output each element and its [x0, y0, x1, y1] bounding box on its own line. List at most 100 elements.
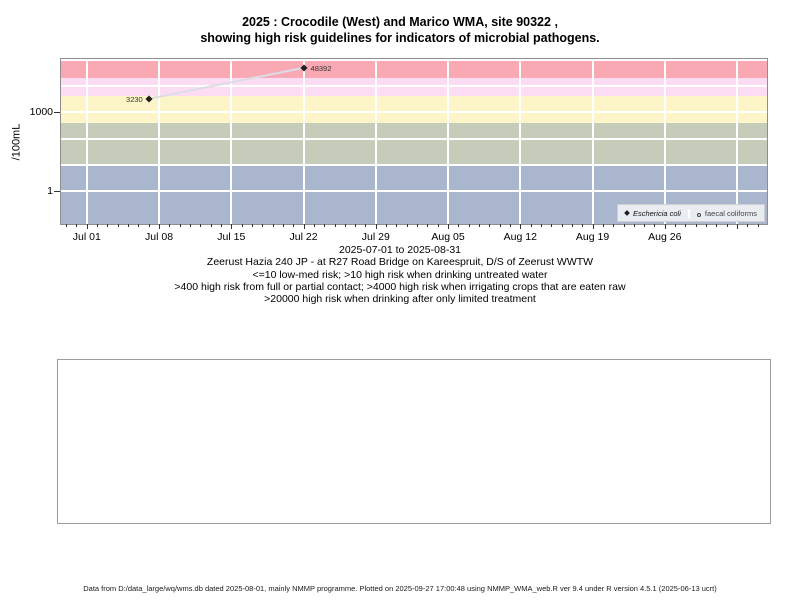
x-minor-tick [169, 224, 171, 227]
series-line [148, 66, 304, 100]
x-minor-tick [251, 224, 253, 227]
x-minor-tick [602, 224, 604, 227]
x-minor-tick [272, 224, 274, 227]
y-gridline [61, 190, 767, 193]
x-minor-tick [200, 224, 202, 227]
y-axis-label-text: /100mL [10, 123, 23, 160]
x-tick-label: Jul 01 [72, 231, 101, 243]
x-tick-label: Aug 26 [648, 231, 682, 243]
x-minor-tick [706, 224, 708, 227]
x-minor-tick [675, 224, 677, 227]
x-minor-tick [458, 224, 460, 227]
x-minor-tick [107, 224, 109, 227]
x-minor-tick [571, 224, 573, 227]
x-gridline [591, 59, 594, 224]
x-tick [375, 224, 377, 229]
legend-label-ecoli: Eschericia coli [632, 208, 681, 218]
y-tick [54, 112, 60, 114]
x-minor-tick [190, 224, 192, 227]
x-minor-tick [334, 224, 336, 227]
risk-band [61, 96, 767, 123]
x-minor-tick [685, 224, 687, 227]
x-minor-tick [344, 224, 346, 227]
x-tick-label: Jul 29 [361, 231, 390, 243]
x-minor-tick [262, 224, 264, 227]
x-minor-tick [479, 224, 481, 227]
x-minor-tick [644, 224, 646, 227]
y-tick-label: 1000 [29, 106, 53, 119]
x-minor-tick [241, 224, 243, 227]
x-minor-tick [324, 224, 326, 227]
x-minor-tick [396, 224, 398, 227]
x-tick [592, 224, 594, 229]
x-minor-tick [117, 224, 119, 227]
guideline-text-3: >20000 high risk when drinking after onl… [264, 293, 536, 305]
x-gridline [230, 59, 233, 224]
x-minor-tick [138, 224, 140, 227]
x-tick-label: Aug 12 [503, 231, 537, 243]
x-minor-tick [540, 224, 542, 227]
y-axis-label: /100mL [8, 58, 24, 225]
x-minor-tick [417, 224, 419, 227]
guideline-text-1: <=10 low-med risk; >10 high risk when dr… [252, 269, 548, 281]
x-minor-tick [179, 224, 181, 227]
x-tick [448, 224, 450, 229]
x-minor-tick [695, 224, 697, 227]
x-minor-tick [365, 224, 367, 227]
x-minor-tick [210, 224, 212, 227]
x-gridline [374, 59, 377, 224]
guideline-text-2: >400 high risk from full or partial cont… [174, 281, 626, 293]
x-minor-tick [499, 224, 501, 227]
footer-provenance: Data from D:/data_large/wq/wms.db dated … [83, 584, 717, 593]
legend-entry-ecoli: Eschericia coli [624, 208, 681, 218]
x-minor-tick [613, 224, 615, 227]
x-minor-tick [716, 224, 718, 227]
x-minor-tick [468, 224, 470, 227]
x-gridline [302, 59, 305, 224]
x-gridline [158, 59, 161, 224]
plot-panel: Eschericia coli faecal coliforms Jul 01 J… [30, 58, 768, 243]
x-tick [520, 224, 522, 229]
x-minor-tick [293, 224, 295, 227]
y-gridline [61, 111, 767, 114]
x-minor-tick [148, 224, 150, 227]
x-minor-tick [437, 224, 439, 227]
x-minor-tick [66, 224, 68, 227]
x-tick [664, 224, 666, 229]
x-gridline [85, 59, 88, 224]
x-minor-tick [726, 224, 728, 227]
data-point-label: 3230 [126, 94, 143, 104]
x-minor-tick [128, 224, 130, 227]
open-circle-icon [696, 212, 701, 217]
y-gridline [61, 84, 767, 87]
chart-title-line2: showing high risk guidelines for indicat… [200, 31, 600, 45]
x-minor-tick [489, 224, 491, 227]
x-minor-tick [654, 224, 656, 227]
x-gridline [447, 59, 450, 224]
x-gridline [663, 59, 666, 224]
y-tick [54, 191, 60, 193]
x-minor-tick [313, 224, 315, 227]
risk-band [61, 122, 767, 165]
x-minor-tick [386, 224, 388, 227]
x-tick [231, 224, 233, 229]
x-minor-tick [757, 224, 759, 227]
x-minor-tick [530, 224, 532, 227]
y-tick-label: 1 [47, 185, 53, 198]
legend-entry-faecal: faecal coliforms [687, 208, 757, 218]
x-tick-label: Jul 15 [217, 231, 246, 243]
x-gridline [736, 59, 739, 224]
x-minor-tick [582, 224, 584, 227]
x-tick [737, 224, 739, 229]
risk-band [61, 77, 767, 97]
x-axis-label: 2025-07-01 to 2025-08-31 [338, 244, 461, 256]
x-minor-tick [427, 224, 429, 227]
x-tick-label: Aug 05 [431, 231, 465, 243]
x-tick [86, 224, 88, 229]
legend: Eschericia coli faecal coliforms [616, 204, 765, 222]
x-minor-tick [633, 224, 635, 227]
site-description: Zeerust Hazia 240 JP - at R27 Road Bridg… [206, 256, 594, 268]
x-minor-tick [561, 224, 563, 227]
x-minor-tick [406, 224, 408, 227]
